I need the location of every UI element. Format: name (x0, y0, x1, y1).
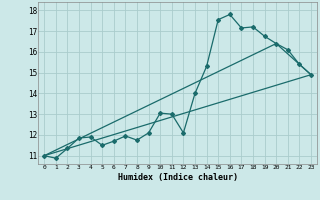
X-axis label: Humidex (Indice chaleur): Humidex (Indice chaleur) (118, 173, 238, 182)
